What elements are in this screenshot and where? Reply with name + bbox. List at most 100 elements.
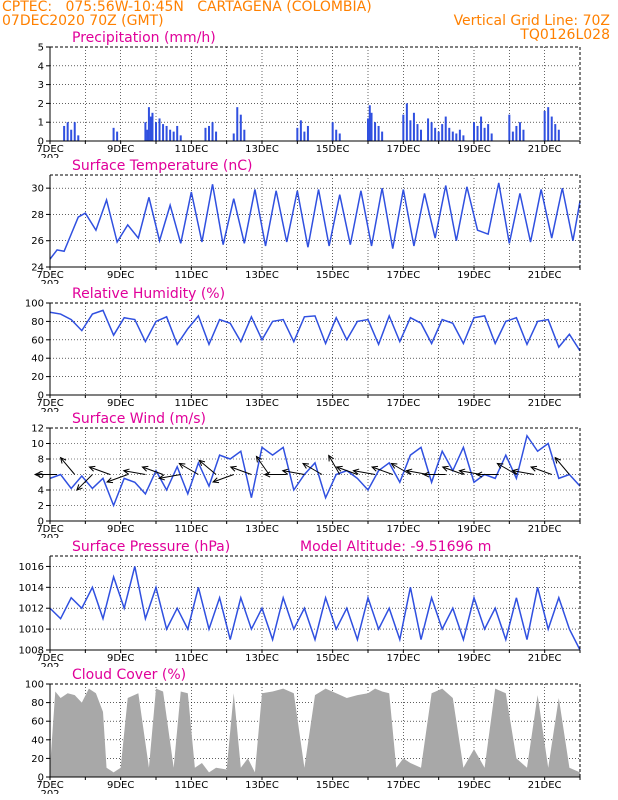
wind-arrow-shaft	[282, 470, 305, 475]
precip-bar	[147, 107, 150, 141]
wind-arrow	[105, 474, 128, 484]
precip-bar	[462, 135, 465, 141]
precip-bar	[66, 122, 69, 141]
wind-arrow	[302, 462, 323, 475]
precip-xtick-label: 15DEC	[316, 144, 350, 155]
wind-arrow	[529, 465, 552, 475]
precip-ytick-label: 4	[38, 61, 44, 72]
precip-title: Precipitation (mm/h)	[72, 30, 216, 46]
wind-arrow-shaft	[123, 470, 146, 475]
precip-bar	[550, 116, 553, 141]
wind-arrow-shaft	[179, 463, 199, 475]
wind-arrow	[198, 459, 217, 475]
precip-bar	[473, 122, 475, 141]
pres-xtick-label: 13DEC	[245, 653, 279, 664]
wind-arrow	[229, 465, 252, 475]
wind-arrow-shaft	[442, 466, 464, 475]
wind-xtick-year: 202	[40, 533, 59, 544]
precip-bar	[172, 131, 175, 141]
rh-ytick-label: 60	[31, 335, 44, 346]
wind-arrow	[390, 462, 411, 475]
wind-arrow-shaft	[198, 459, 217, 475]
precip-bar	[331, 122, 334, 141]
wind-arrow-head	[422, 471, 430, 478]
wind-ytick-label: 10	[31, 439, 44, 450]
precip-bar	[243, 129, 246, 141]
precip-bar	[370, 112, 373, 141]
temp-ytick-label: 28	[31, 210, 44, 221]
wind-arrow	[76, 474, 93, 491]
precip-bar	[405, 103, 408, 141]
precip-xtick-label: 21DEC	[528, 144, 562, 155]
cloud-xtick-label: 15DEC	[316, 780, 350, 791]
precip-bar	[239, 114, 242, 141]
precip-bar	[303, 131, 306, 141]
precip-bar	[155, 122, 157, 141]
temp-xtick-label: 21DEC	[528, 270, 562, 281]
precip-bar	[215, 131, 218, 141]
wind-arrow-head	[122, 468, 130, 475]
pres-xtick-label: 15DEC	[316, 653, 350, 664]
precip-bar	[515, 125, 518, 141]
precip-bar	[377, 125, 380, 141]
precip-bar	[402, 114, 405, 141]
precip-panel: 0 1 2 3 4 5 7DEC 9DEC 11DEC 13DEC 15DEC 17DEC 19DEC 2…	[36, 30, 581, 164]
precip-bar	[434, 127, 437, 141]
precip-bar	[547, 107, 550, 141]
temp-title: Surface Temperature (nC)	[72, 158, 253, 174]
precip-bar	[211, 122, 214, 141]
wind-xtick-label: 21DEC	[528, 524, 562, 535]
wind-xtick-label: 19DEC	[457, 524, 491, 535]
pres-series-line	[49, 566, 581, 651]
precip-bar	[116, 131, 119, 141]
wind-arrow-shaft	[142, 466, 164, 475]
precip-bar	[112, 127, 115, 141]
cloud-xtick-year: 202	[40, 789, 59, 800]
wind-arrow-shaft	[230, 466, 252, 475]
wind-arrow-shaft	[89, 466, 111, 475]
wind-arrow	[211, 474, 234, 484]
header-title: CPTEC: 075:56W-10:45N CARTAGENA (COLOMBI…	[2, 0, 372, 15]
header-grid-note: Vertical Grid Line: 70Z	[453, 13, 610, 29]
precip-bar	[232, 133, 235, 141]
wind-arrow-head	[352, 468, 360, 475]
rh-ytick-label: 40	[31, 354, 44, 365]
precip-bar	[441, 124, 444, 141]
precip-bar	[381, 131, 384, 141]
temp-ytick-label: 26	[31, 236, 44, 247]
rh-ytick-label: 100	[25, 299, 44, 310]
rh-xtick-label: 17DEC	[386, 398, 420, 409]
precip-bar	[179, 135, 182, 141]
precip-bar	[162, 124, 165, 141]
precip-xtick-label: 11DEC	[174, 144, 208, 155]
wind-ytick-label: 2	[38, 501, 44, 512]
cloud-panel: 0 20 40 60 80 100 7DEC 9DEC 11DEC 13DEC 15DEC 17DEC…	[25, 667, 581, 800]
wind-arrow-head	[281, 468, 289, 475]
wind-ytick-label: 4	[38, 486, 44, 497]
precip-bar	[448, 127, 451, 141]
precip-bar	[430, 122, 433, 141]
wind-xtick-label: 7DEC	[36, 524, 63, 535]
temp-xtick-label: 11DEC	[174, 270, 208, 281]
temp-ytick-label: 30	[31, 184, 44, 195]
precip-bar	[306, 125, 309, 141]
pres-xtick-label: 9DEC	[107, 653, 134, 664]
wind-xtick-label: 17DEC	[386, 524, 420, 535]
precip-bar	[409, 120, 412, 141]
wind-xtick-label: 15DEC	[316, 524, 350, 535]
temp-xtick-label: 13DEC	[245, 270, 279, 281]
header-date: 07DEC2020 70Z (GMT)	[2, 13, 164, 29]
pres-title: Surface Pressure (hPa)	[72, 539, 230, 555]
precip-bar	[73, 122, 76, 141]
rh-xtick-label: 15DEC	[316, 398, 350, 409]
cloud-area	[50, 688, 580, 777]
wind-arrow-shaft	[60, 457, 76, 475]
precip-bar	[420, 129, 422, 141]
precip-bar	[416, 124, 419, 141]
wind-ytick-label: 12	[31, 424, 44, 435]
wind-arrow-shaft	[106, 474, 128, 483]
precip-bar	[374, 122, 377, 141]
rh-panel: 0 20 40 60 80 100 7DEC 9DEC 11DEC 13DEC 15DEC 17DEC…	[25, 286, 581, 418]
wind-arrow-head	[458, 468, 466, 475]
wind-xtick-label: 11DEC	[174, 524, 208, 535]
